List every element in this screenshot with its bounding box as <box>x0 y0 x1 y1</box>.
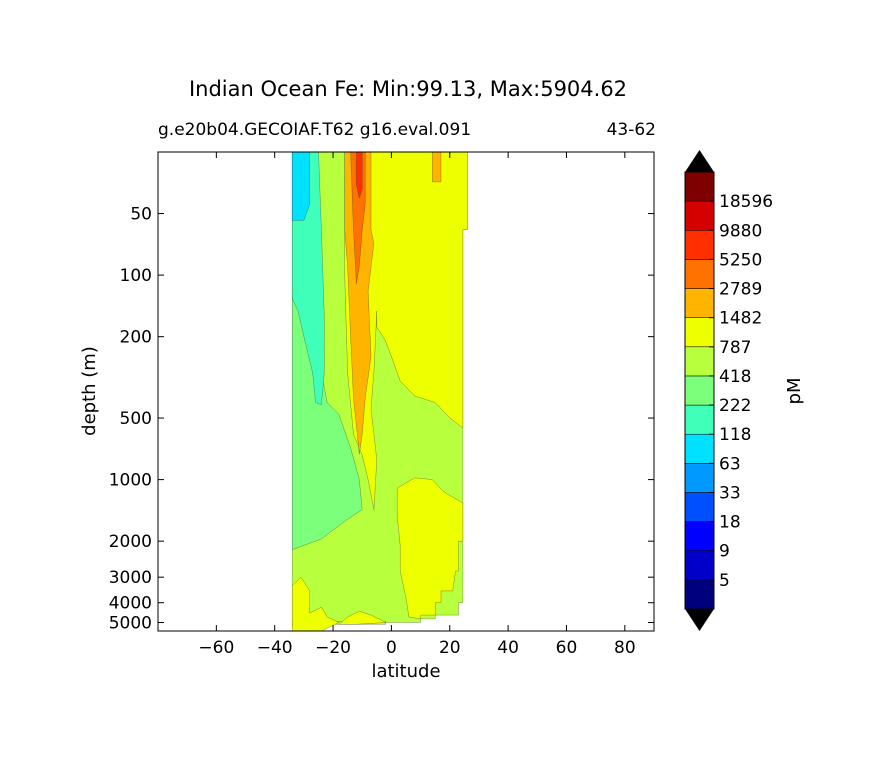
x-tick-label: 40 <box>497 638 519 658</box>
colorbar-border <box>684 171 715 610</box>
colorbar-under-triangle <box>685 609 714 631</box>
colorbar-swatch <box>684 579 715 610</box>
x-axis-label: latitude <box>371 661 440 682</box>
x-tick-label: −20 <box>315 638 351 658</box>
colorbar-swatch <box>684 230 715 260</box>
y-tick-label: 50 <box>130 205 152 225</box>
colorbar-tick-label: 63 <box>719 454 741 474</box>
colorbar-tick-label: 9880 <box>719 221 762 241</box>
colorbar-swatch <box>684 521 715 551</box>
colorbar-swatch <box>684 200 715 231</box>
contour-band-1482-2789 <box>344 152 375 455</box>
x-tick-label: 20 <box>439 638 461 658</box>
x-tick-label: 80 <box>614 638 636 658</box>
plot-border <box>157 151 655 632</box>
colorbar-swatch <box>684 375 715 406</box>
year-range-subtitle: 43-62 <box>606 120 656 140</box>
y-tick-label: 5000 <box>109 614 152 634</box>
chart-title: Indian Ocean Fe: Min:99.13, Max:5904.62 <box>188 77 628 101</box>
contour-band-63-118 <box>291 152 310 221</box>
colorbar-tick-label: 5250 <box>719 250 762 270</box>
colorbar-swatch <box>684 550 715 581</box>
colorbar: 5 9 18 33 63 118 222 418 787 1482 2789 5250 9880 1859… <box>684 150 773 631</box>
colorbar-tick-label: 33 <box>719 483 741 503</box>
x-axis: −60 −40 −20 0 20 40 60 80 <box>198 152 636 658</box>
colorbar-swatch <box>684 317 715 348</box>
plot-frame <box>157 151 655 632</box>
contour-band-5250-9880 <box>356 152 363 200</box>
contour-band-787-1482-deep <box>396 477 464 620</box>
y-tick-label: 500 <box>120 409 152 429</box>
colorbar-swatch <box>684 463 715 493</box>
x-tick-label: 60 <box>556 638 578 658</box>
colorbar-tick-label: 1482 <box>719 309 762 329</box>
y-axis-label: depth (m) <box>79 346 100 436</box>
contour-band-1482-2789-east <box>432 152 442 183</box>
colorbar-over-triangle <box>685 150 714 172</box>
contour-field <box>291 152 468 631</box>
colorbar-swatch <box>684 492 715 522</box>
contour-band-787-1482-southwest <box>291 576 340 631</box>
x-tick-label: 0 <box>386 638 397 658</box>
y-tick-label: 4000 <box>109 594 152 614</box>
y-tick-label: 1000 <box>109 471 152 491</box>
colorbar-tick-label: 222 <box>719 396 751 416</box>
colorbar-swatch <box>684 404 715 435</box>
colorbar-tick-label: 118 <box>719 425 751 445</box>
colorbar-tick-label: 787 <box>719 338 751 358</box>
colorbar-swatch <box>684 346 715 377</box>
y-tick-label: 3000 <box>109 568 152 588</box>
y-tick-label: 2000 <box>109 532 152 552</box>
colorbar-label: pM <box>784 378 805 405</box>
colorbar-tick-label: 9 <box>719 542 730 562</box>
colorbar-tick-label: 2789 <box>719 280 762 300</box>
x-tick-label: −60 <box>198 638 234 658</box>
colorbar-swatch <box>684 259 715 289</box>
colorbar-swatch <box>684 288 715 318</box>
colorbar-swatch <box>684 171 715 202</box>
run-name-subtitle: g.e20b04.GECOIAF.T62 g16.eval.091 <box>158 120 472 140</box>
colorbar-tick-label: 418 <box>719 367 751 387</box>
colorbar-swatch <box>684 433 715 464</box>
y-tick-label: 200 <box>120 328 152 348</box>
y-tick-label: 100 <box>120 266 152 286</box>
colorbar-tick-label: 18596 <box>719 192 773 212</box>
x-tick-label: −40 <box>257 638 293 658</box>
colorbar-tick-label: 5 <box>719 571 730 591</box>
contour-band-787-1482-bottom <box>338 610 387 625</box>
colorbar-tick-label: 18 <box>719 513 741 533</box>
